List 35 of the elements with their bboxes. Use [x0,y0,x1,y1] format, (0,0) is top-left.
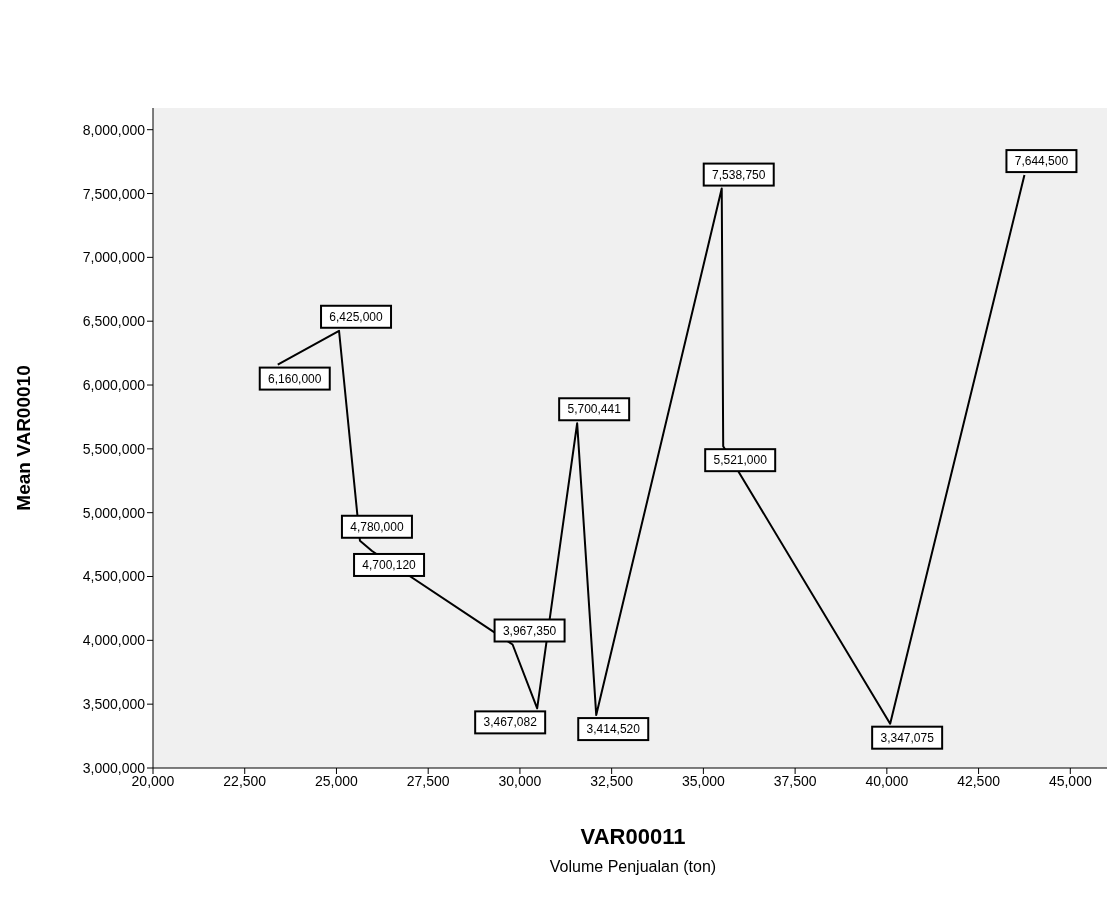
x-tick-label: 22,500 [223,772,267,789]
text: 6,425,000 [329,309,383,324]
x-tick-label: 32,500 [590,772,634,789]
y-tick-label: 8,000,000 [82,121,146,138]
text: 5,700,441 [567,402,621,417]
x-tick-label: 37,500 [773,772,817,789]
text: 3,347,075 [880,730,934,745]
y-tick-label: 3,500,000 [82,696,146,713]
text: 4,700,120 [362,557,416,572]
x-axis-title: VAR00011 [579,824,687,850]
text: 6,160,000 [268,371,322,386]
y-tick-label: 7,500,000 [82,185,146,202]
text: 4,780,000 [350,519,404,534]
x-tick-label: 45,000 [1048,772,1092,789]
x-tick-label: 27,500 [406,772,450,789]
text: 3,967,350 [502,623,557,638]
text: 7,538,750 [712,167,766,182]
y-axis-title: Mean VAR00010 [12,365,34,511]
y-tick-label: 6,500,000 [82,313,146,330]
x-tick-label: 40,000 [865,772,909,789]
x-tick-label: 42,500 [957,772,1001,789]
x-tick-label: 25,000 [315,772,359,789]
y-tick-label: 5,000,000 [82,504,146,521]
y-tick-label: 7,000,000 [82,249,146,266]
y-tick-label: 5,500,000 [82,440,146,457]
text: 3,467,082 [483,715,537,730]
text: 7,644,500 [1014,154,1069,169]
x-tick-label: 35,000 [681,772,725,789]
y-tick-label: 4,000,000 [82,632,146,649]
text: Volume Penjualan (ton) [548,858,718,876]
y-tick-label: 6,000,000 [82,376,146,393]
y-tick-label: 4,500,000 [82,568,146,585]
text: 5,521,000 [713,453,767,468]
text: 3,414,520 [586,722,640,737]
x-tick-label: 30,000 [498,772,542,789]
